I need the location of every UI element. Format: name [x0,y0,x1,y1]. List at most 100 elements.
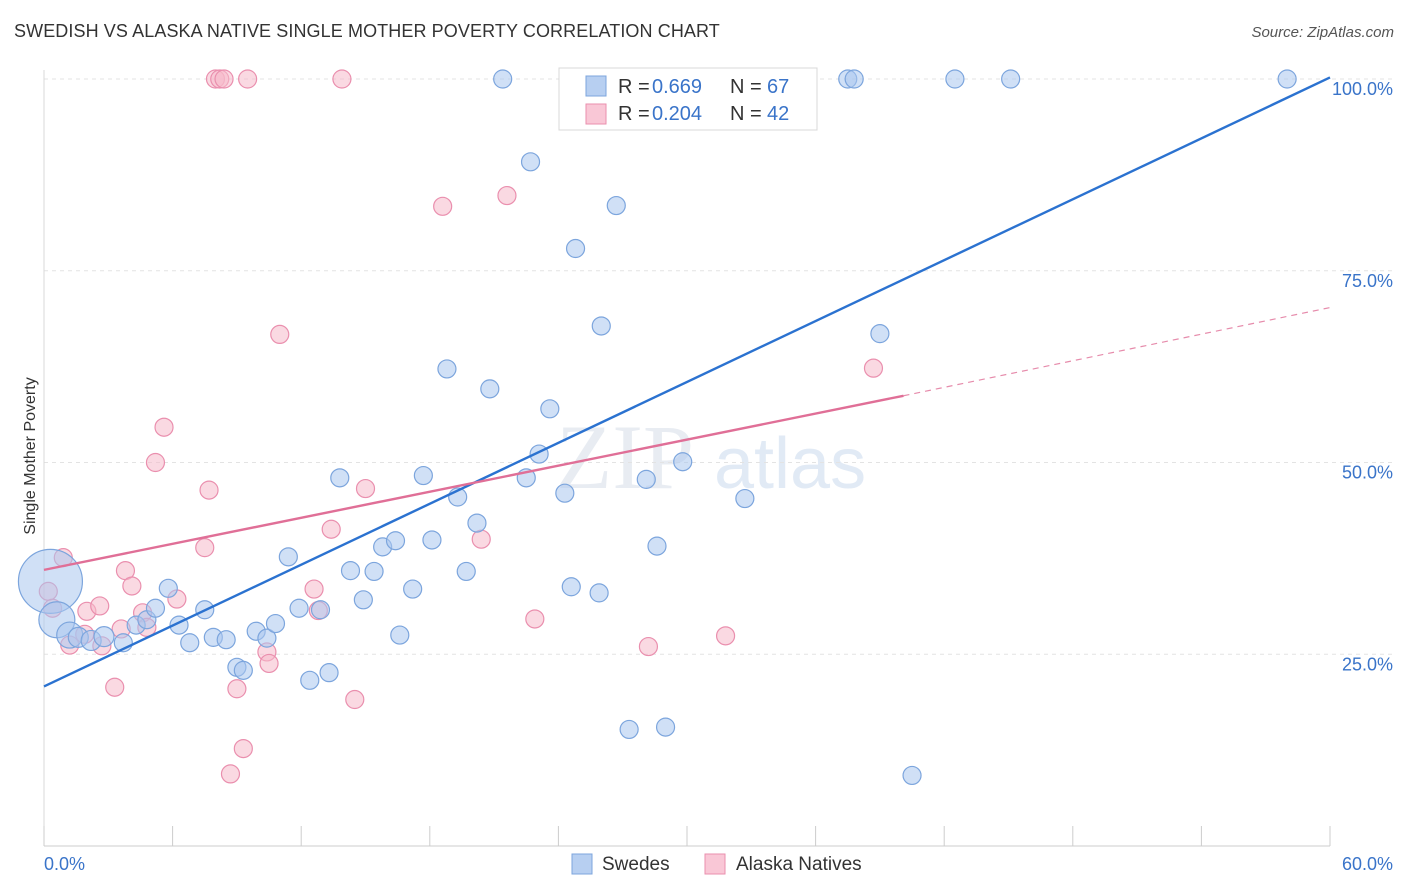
y-axis-title: Single Mother Poverty [22,377,39,534]
stats-n-label-alaska: N = [730,103,762,125]
swedes-point-40 [480,379,500,399]
swedes-point-51 [606,195,626,216]
alaska-natives-point-18 [199,480,219,500]
swedes-point-33 [403,579,423,599]
x-tick-label-min: 0.0% [44,854,85,874]
stats-legend-swatch-swedes [585,75,607,97]
alaska-natives-trend-extension [903,306,1331,397]
swedes-point-28 [353,590,373,610]
swedes-point-20 [265,613,286,634]
swedes-trend-line [43,76,1331,688]
alaska-natives-point-39 [715,626,736,646]
swedes-point-12 [180,633,200,653]
alaska-natives-point-38 [638,636,659,657]
alaska-natives-point-8 [105,677,125,697]
alaska-natives-point-24 [238,69,258,89]
swedes-point-39 [467,513,487,533]
swedes-point-61 [870,324,890,344]
y-tick-label-3: 100.0% [1332,79,1393,99]
swedes-point-52 [619,719,639,740]
swedes-point-19 [257,628,277,648]
stats-legend: R = 0.669 N = 67 R = 0.204 N = 42 [558,67,818,131]
legend-swatch-swedes [571,853,593,875]
alaska-natives-point-31 [332,69,352,89]
swedes-point-34 [413,465,433,486]
legend-label-alaska: Alaska Natives [736,854,862,875]
swedes-point-35 [422,530,442,550]
swedes-point-47 [561,577,581,597]
alaska-natives-point-27 [270,324,290,345]
alaska-natives-point-23 [233,738,253,759]
swedes-point-45 [540,399,560,419]
alaska-natives-point-35 [471,529,491,549]
swedes-point-53 [636,469,656,489]
swedes-point-48 [565,238,586,259]
alaska-natives-point-37 [525,609,545,629]
trend-lines [43,76,1331,688]
stats-n-value-alaska: 42 [767,103,789,125]
swedes-point-49 [589,583,609,603]
swedes-point-9 [145,598,166,618]
swedes-point-65 [1277,69,1297,89]
alaska-natives-point-28 [304,579,324,599]
swedes-point-64 [1001,69,1021,89]
swedes-point-22 [289,598,309,618]
swedes-point-17 [233,660,253,680]
x-tick-label-max: 60.0% [1342,854,1393,874]
watermark: ZIP atlas [556,406,866,508]
alaska-natives-point-14 [145,452,166,473]
swedes-point-5 [93,626,115,648]
stats-r-value-swedes: 0.669 [652,76,702,98]
source-label: Source: ZipAtlas.com [1251,24,1394,41]
alaska-natives-point-41 [214,69,234,89]
stats-r-label-alaska: R = [618,103,650,125]
swedes-point-60 [844,69,864,89]
stats-legend-swatch-alaska [585,103,607,125]
swedes-point-31 [385,531,406,551]
stats-r-value-alaska: 0.204 [652,103,702,125]
alaska-natives-trend-line [43,394,904,572]
y-tick-labels: 25.0% 50.0% 75.0% 100.0% [1332,79,1393,674]
x-axis-ticks [43,826,1331,846]
y-tick-label-0: 25.0% [1342,654,1393,674]
stats-n-value-swedes: 67 [767,76,789,98]
swedes-point-62 [902,765,922,786]
alaska-natives-point-6 [90,596,110,616]
swedes-point-54 [647,536,667,556]
watermark-atlas: atlas [714,424,866,504]
y-tick-label-1: 50.0% [1342,463,1393,483]
swedes-point-25 [319,663,339,683]
chart-title: SWEDISH VS ALASKA NATIVE SINGLE MOTHER P… [14,21,720,41]
swedes-point-24 [310,600,331,620]
swedes-point-46 [555,483,575,503]
alaska-natives-point-32 [345,689,365,710]
swedes-point-63 [945,69,965,89]
alaska-natives-point-21 [220,764,241,784]
swedes-point-26 [330,468,350,488]
alaska-natives-point-15 [154,417,174,437]
swedes-point-29 [364,561,384,582]
alaska-natives-point-11 [122,576,142,596]
alaska-natives-point-33 [355,478,376,499]
swedes-point-23 [300,670,320,690]
alaska-natives-point-17 [195,538,215,558]
watermark-zip: ZIP [556,406,694,508]
stats-r-label-swedes: R = [618,76,650,98]
swedes-point-50 [591,316,611,336]
alaska-natives-point-40 [863,358,884,378]
swedes-point-27 [340,561,361,581]
swedes-point-41 [493,69,513,89]
alaska-natives-point-22 [227,679,247,699]
legend-label-swedes: Swedes [602,854,670,875]
y-tick-label-2: 75.0% [1342,271,1393,291]
stats-n-label-swedes: N = [730,76,762,98]
swedes-point-36 [437,359,457,379]
swedes-point-21 [278,547,298,567]
swedes-point-56 [673,452,693,472]
swedes-point-55 [655,717,676,737]
alaska-natives-point-26 [259,653,279,674]
legend-swatch-alaska [704,853,726,875]
swedes-point-38 [456,561,476,582]
swedes-point-58 [735,488,755,509]
